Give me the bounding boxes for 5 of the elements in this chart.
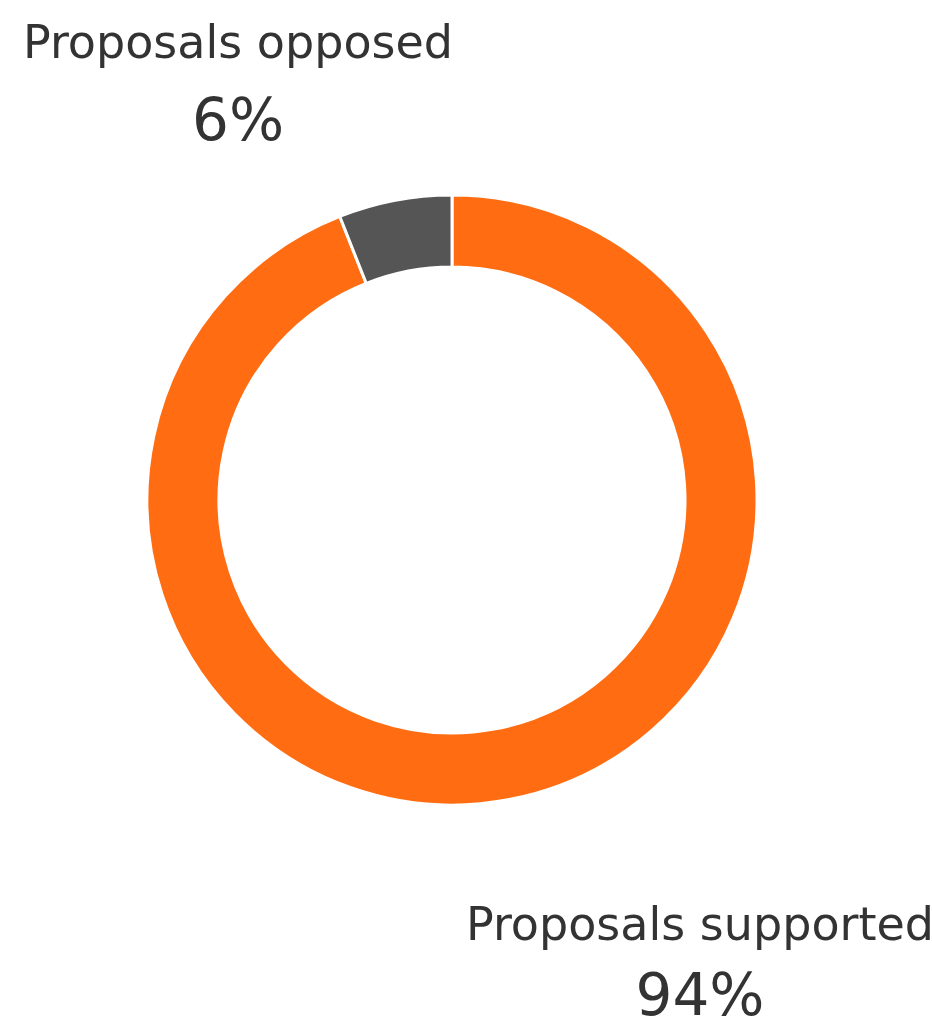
donut-slice: [145, 193, 759, 806]
data-label: 94%: [635, 961, 765, 1029]
slice-label: Proposals supported: [466, 897, 932, 951]
data-label: 6%: [191, 86, 285, 154]
slice-label: Proposals opposed: [23, 15, 453, 69]
